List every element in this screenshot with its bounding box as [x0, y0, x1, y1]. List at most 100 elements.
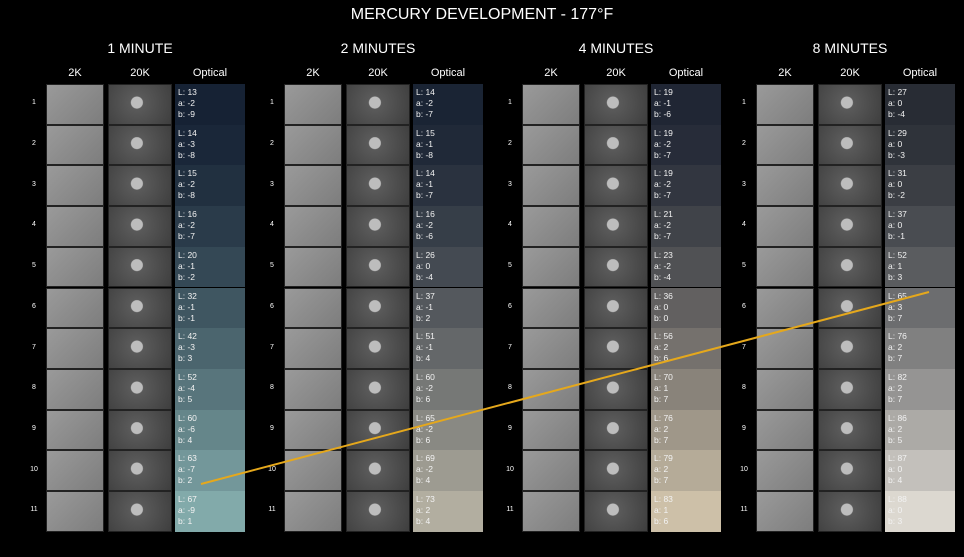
- lab-value: a: -2: [654, 220, 672, 231]
- sem-20k-image: [346, 165, 410, 207]
- sem-2k-image: [522, 165, 580, 207]
- column-header: 20K: [130, 67, 150, 79]
- row-label: 10: [740, 465, 748, 473]
- figure-title: MERCURY DEVELOPMENT - 177°F: [350, 6, 614, 23]
- lab-value: a: -2: [654, 179, 672, 190]
- column-header: 2K: [68, 67, 82, 79]
- lab-value: a: 1: [888, 260, 903, 271]
- column-header: 2K: [544, 67, 558, 79]
- row-label: 1: [742, 99, 746, 107]
- lab-value: b: 6: [654, 516, 669, 526]
- lab-value: a: 2: [888, 423, 903, 434]
- lab-value: L: 83: [654, 494, 673, 504]
- lab-value: L: 82: [888, 371, 907, 382]
- sem-2k-image: [522, 206, 580, 247]
- sem-20k-image: [108, 287, 172, 329]
- lab-value: L: 36: [654, 290, 673, 301]
- lab-value: b: -8: [416, 149, 434, 160]
- row-label: 10: [506, 465, 514, 473]
- sem-2k-image: [522, 368, 580, 410]
- lab-value: b: -4: [416, 271, 434, 282]
- row-label: 3: [32, 180, 36, 188]
- lab-value: L: 37: [416, 290, 435, 301]
- lab-value: a: -1: [416, 138, 434, 149]
- optical-swatch: [885, 84, 955, 125]
- sem-20k-image: [818, 450, 882, 491]
- sem-2k-image: [522, 328, 580, 369]
- column-header: 20K: [840, 67, 860, 79]
- lab-value: a: -2: [178, 220, 196, 231]
- lab-value: a: -3: [178, 342, 196, 353]
- lab-value: a: -2: [416, 220, 434, 231]
- lab-value: a: 2: [654, 464, 669, 475]
- lab-value: L: 15: [178, 168, 197, 179]
- sem-2k-image: [284, 124, 342, 166]
- sem-20k-image: [108, 206, 172, 247]
- sem-2k-image: [46, 246, 104, 288]
- lab-value: a: 2: [888, 382, 903, 393]
- lab-value: L: 60: [416, 371, 435, 382]
- lab-value: a: -2: [654, 138, 672, 149]
- column-header: Optical: [902, 67, 938, 79]
- lab-value: b: -1: [888, 231, 906, 242]
- sem-2k-image: [522, 287, 580, 329]
- lab-value: a: 0: [888, 138, 903, 149]
- lab-value: a: 2: [654, 342, 669, 353]
- sem-20k-image: [818, 206, 882, 247]
- sem-2k-image: [756, 450, 814, 491]
- lab-value: L: 19: [654, 168, 673, 179]
- lab-value: b: -7: [654, 190, 672, 201]
- lab-value: b: -4: [888, 109, 906, 119]
- row-label: 4: [32, 221, 36, 229]
- row-label: 3: [270, 180, 274, 188]
- sem-20k-image: [346, 84, 410, 125]
- row-label: 6: [742, 302, 746, 310]
- sem-2k-image: [522, 450, 580, 491]
- row-label: 4: [270, 221, 274, 229]
- row-label: 7: [32, 343, 36, 351]
- lab-value: L: 86: [888, 412, 907, 423]
- lab-value: b: 7: [888, 353, 903, 364]
- lab-value: b: 7: [654, 393, 669, 404]
- row-label: 8: [742, 384, 746, 392]
- lab-value: a: 0: [654, 301, 669, 312]
- optical-swatch: [885, 165, 955, 207]
- lab-value: L: 20: [178, 249, 197, 260]
- lab-value: a: -2: [178, 98, 196, 108]
- optical-swatch: [413, 84, 483, 125]
- lab-value: L: 42: [178, 331, 197, 342]
- sem-20k-image: [346, 124, 410, 166]
- row-label: 11: [740, 506, 748, 514]
- row-label: 9: [32, 424, 36, 432]
- optical-swatch: [885, 206, 955, 247]
- optical-swatch: [885, 124, 955, 166]
- sem-2k-image: [756, 328, 814, 369]
- column-header: 2K: [306, 67, 320, 79]
- lab-value: a: 0: [888, 464, 903, 475]
- lab-value: b: 2: [416, 312, 431, 323]
- lab-value: b: -2: [888, 190, 906, 201]
- lab-value: b: 7: [654, 434, 669, 445]
- lab-value: b: 6: [416, 393, 431, 404]
- lab-value: L: 32: [178, 290, 197, 301]
- sem-2k-image: [756, 287, 814, 329]
- optical-swatch: [175, 206, 245, 247]
- lab-value: a: -7: [178, 464, 196, 475]
- row-label: 11: [506, 506, 514, 514]
- optical-swatch: [651, 206, 721, 247]
- lab-value: a: 0: [888, 505, 903, 515]
- lab-value: b: -7: [416, 109, 434, 119]
- sem-2k-image: [284, 328, 342, 369]
- sem-2k-image: [756, 206, 814, 247]
- panel-title: 4 MINUTES: [578, 40, 654, 56]
- lab-value: a: -4: [178, 382, 196, 393]
- lab-value: a: -2: [416, 464, 434, 475]
- sem-2k-image: [284, 206, 342, 247]
- lab-value: b: -1: [178, 312, 196, 323]
- sem-20k-image: [346, 368, 410, 410]
- optical-swatch: [413, 165, 483, 207]
- lab-value: L: 16: [416, 209, 435, 220]
- lab-value: L: 63: [178, 453, 197, 464]
- lab-value: a: -1: [416, 179, 434, 190]
- lab-value: b: -7: [654, 231, 672, 242]
